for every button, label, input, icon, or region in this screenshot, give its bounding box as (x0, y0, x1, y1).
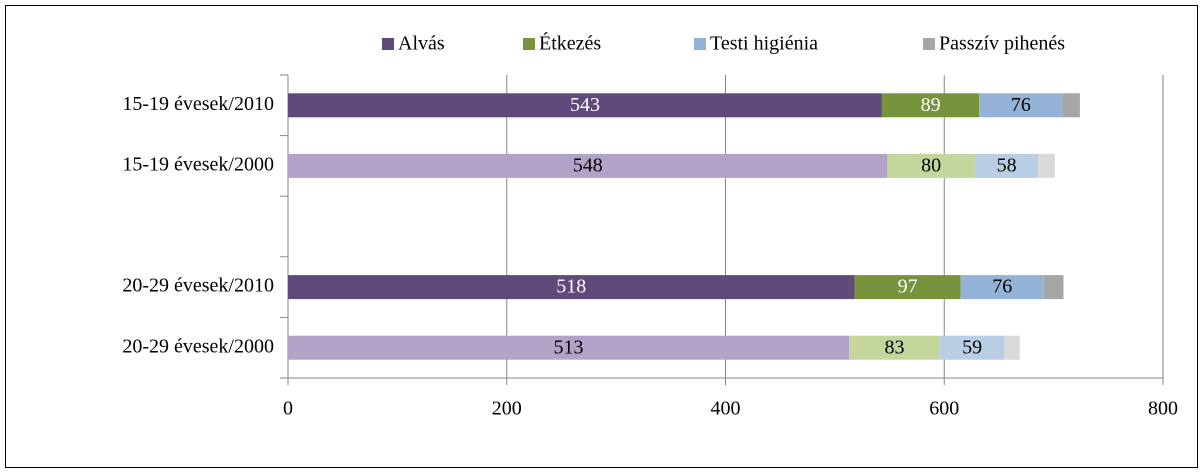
bar-segment (1062, 93, 1080, 118)
y-tick-label: 15-19 évesek/2000 (122, 153, 274, 175)
x-tick-label: 0 (283, 398, 293, 420)
legend-label: Étkezés (539, 32, 601, 55)
data-label: 59 (962, 336, 982, 358)
y-tick-label: 15-19 évesek/2010 (122, 93, 274, 115)
x-tick-label: 800 (1148, 398, 1178, 420)
legend-swatch (694, 38, 706, 50)
data-label: 518 (556, 276, 586, 298)
bar-segment (974, 153, 1039, 178)
bar-segment (288, 93, 882, 118)
chart-frame (5, 5, 1198, 468)
data-label: 80 (921, 154, 941, 176)
x-tick-label: 200 (492, 398, 522, 420)
data-label: 97 (898, 276, 918, 298)
bar-segment (979, 93, 1063, 118)
data-label: 76 (1011, 94, 1031, 116)
bar-segment (1043, 275, 1064, 300)
x-tick-label: 600 (929, 398, 959, 420)
y-tick-label: 20-29 évesek/2000 (122, 335, 274, 357)
bar-segment (288, 335, 850, 360)
data-label: 58 (997, 154, 1017, 176)
data-label: 548 (573, 154, 603, 176)
data-label: 513 (554, 336, 584, 358)
bar-segment (887, 153, 975, 178)
bar-segment (881, 93, 980, 118)
data-label: 83 (884, 336, 904, 358)
data-label: 543 (570, 94, 600, 116)
legend-label: Testi higiénia (710, 33, 818, 55)
x-tick-label: 400 (711, 398, 741, 420)
data-label: 76 (992, 276, 1012, 298)
legend-label: Alvás (398, 33, 445, 55)
bar-segment (1038, 153, 1055, 178)
bar-segment (288, 153, 888, 178)
y-tick-label: 20-29 évesek/2010 (122, 275, 274, 297)
legend-label: Passzív pihenés (939, 33, 1065, 55)
data-label: 89 (921, 94, 941, 116)
legend-swatch (923, 38, 935, 50)
bar-segment (960, 275, 1044, 300)
bar-segment (288, 275, 855, 300)
bar-segment (1004, 335, 1020, 360)
legend-swatch (523, 38, 535, 50)
bar-segment (939, 335, 1005, 360)
bar-segment (854, 275, 961, 300)
legend-swatch (382, 38, 394, 50)
bar-segment (849, 335, 940, 360)
